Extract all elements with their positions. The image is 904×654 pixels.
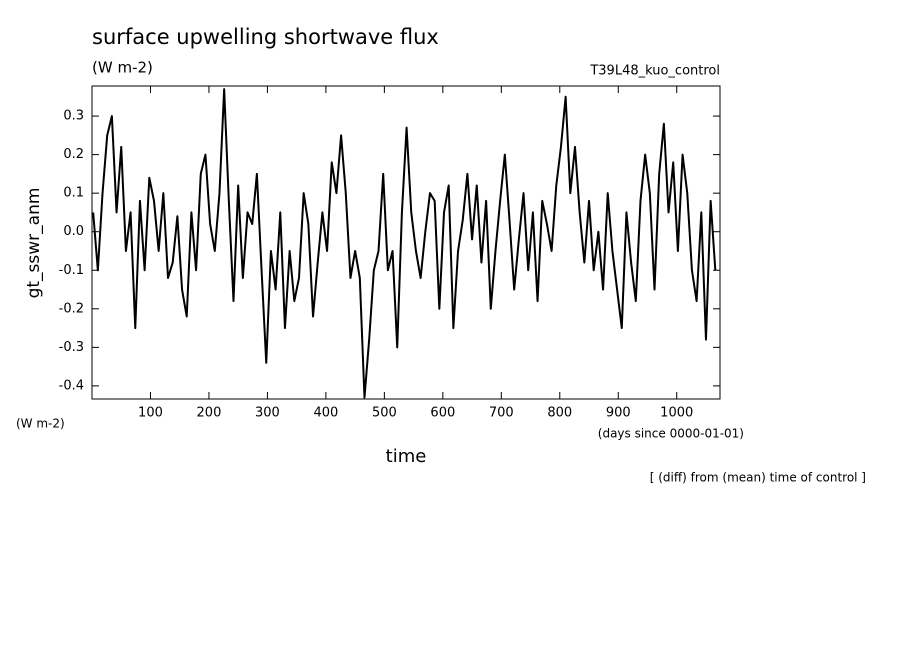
note: [ (diff) from (mean) time of control ] — [650, 471, 866, 485]
x-units: (days since 0000-01-01) — [598, 427, 744, 441]
x-axis-label: time — [386, 446, 427, 467]
x-tick-label: 1000 — [660, 406, 693, 421]
x-tick-label: 300 — [255, 406, 280, 421]
x-tick-label: 600 — [430, 406, 455, 421]
annotation: T39L48_kuo_control — [589, 64, 720, 79]
y-tick-label: -0.2 — [59, 301, 84, 316]
x-tick-label: 900 — [606, 406, 631, 421]
y-units: (W m-2) — [16, 417, 65, 431]
plot-frame — [91, 85, 721, 400]
chart-title: surface upwelling shortwave flux — [92, 25, 439, 49]
y-tick-label: 0.2 — [63, 147, 84, 162]
x-tick-label: 800 — [547, 406, 572, 421]
y-tick-label: -0.4 — [59, 378, 84, 393]
x-tick-label: 700 — [489, 406, 514, 421]
y-tick-label: -0.1 — [59, 263, 84, 278]
data-line — [92, 88, 717, 399]
y-tick-label: -0.3 — [59, 340, 84, 355]
x-tick-label: 500 — [372, 406, 397, 421]
y-tick-label: 0.1 — [63, 186, 84, 201]
chart-subtitle: (W m-2) — [92, 59, 153, 77]
x-tick-label: 100 — [138, 406, 163, 421]
y-tick-label: 0.0 — [63, 224, 84, 239]
y-axis-label: gt_sswr_anm — [24, 188, 44, 299]
y-tick-label: 0.3 — [63, 109, 84, 124]
x-tick-label: 200 — [197, 406, 222, 421]
x-tick-label: 400 — [313, 406, 338, 421]
